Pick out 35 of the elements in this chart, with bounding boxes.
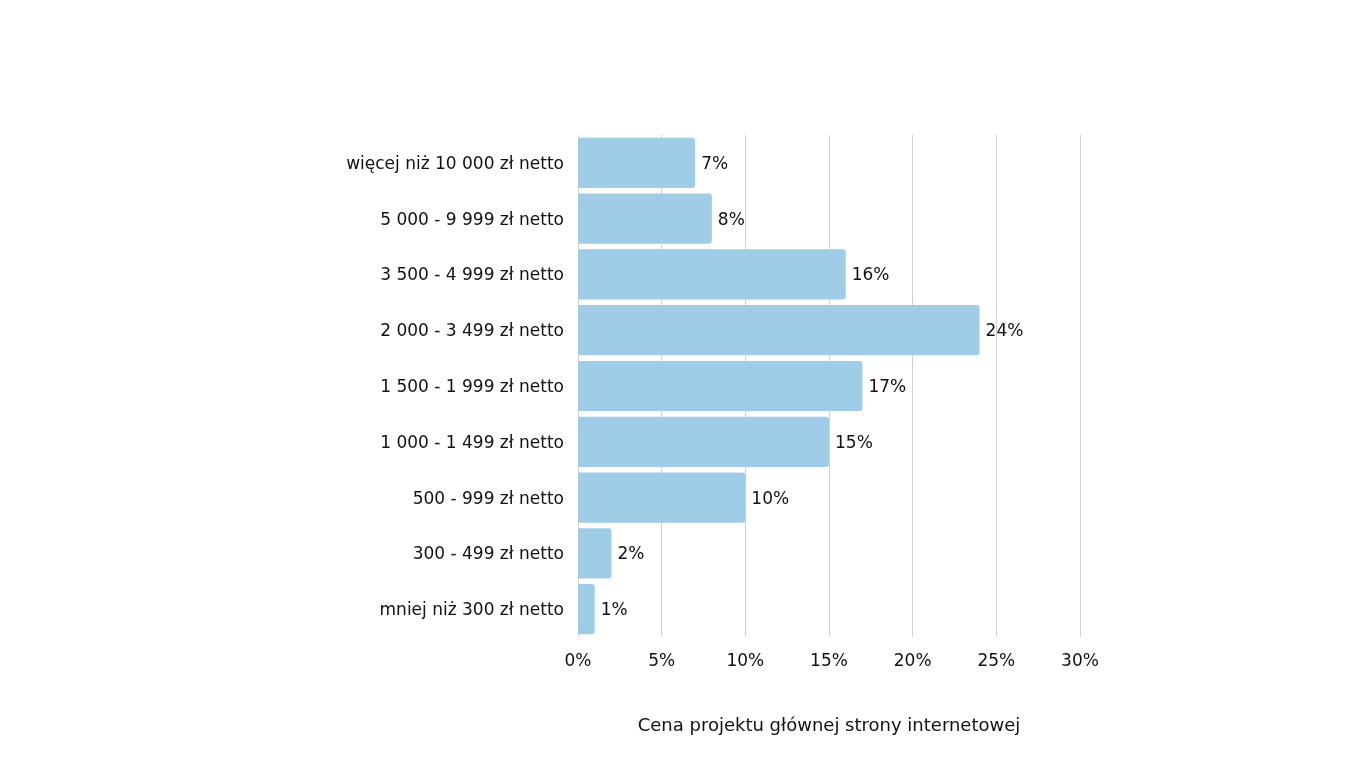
bar: [578, 528, 612, 579]
data-label: 8%: [717, 208, 745, 229]
y-tick-label: 1 500 - 1 999 zł netto: [380, 376, 564, 396]
data-label: 16%: [851, 264, 890, 285]
data-label: 10%: [751, 487, 790, 508]
data-label: 24%: [985, 320, 1024, 341]
data-label: 15%: [835, 431, 873, 452]
y-tick-label: 3 500 - 4 999 zł netto: [380, 264, 564, 285]
bar: [578, 472, 746, 523]
data-label: 2%: [617, 543, 645, 564]
bar: [578, 305, 980, 356]
data-label: 17%: [868, 376, 907, 396]
y-tick-label: 300 - 499 zł netto: [412, 543, 564, 564]
y-tick-label: mniej niż 300 zł netto: [379, 599, 564, 620]
x-tick-label: 10%: [726, 649, 765, 670]
x-tick-label: 15%: [810, 649, 848, 670]
bar: [578, 584, 595, 635]
x-tick-label: 20%: [893, 649, 932, 670]
y-tick-label: więcej niż 10 000 zł netto: [346, 152, 564, 173]
x-tick-label: 25%: [977, 649, 1016, 670]
bar: [578, 416, 829, 467]
data-label: 1%: [600, 599, 628, 620]
y-tick-label: 5 000 - 9 999 zł netto: [380, 208, 564, 229]
bar: [578, 193, 712, 244]
x-axis-title: Cena projektu głównej strony internetowej: [637, 713, 1021, 735]
x-tick-label: 5%: [648, 649, 676, 670]
y-tick-label: 2 000 - 3 499 zł netto: [380, 320, 564, 341]
bar: [578, 249, 846, 300]
y-tick-label: 500 - 999 zł netto: [412, 487, 564, 508]
x-tick-label: 30%: [1061, 649, 1099, 670]
data-label: 7%: [701, 152, 729, 173]
bar: [578, 137, 696, 188]
x-tick-label: 0%: [564, 649, 592, 670]
y-tick-label: 1 000 - 1 499 zł netto: [380, 431, 564, 452]
bar: [578, 360, 863, 412]
